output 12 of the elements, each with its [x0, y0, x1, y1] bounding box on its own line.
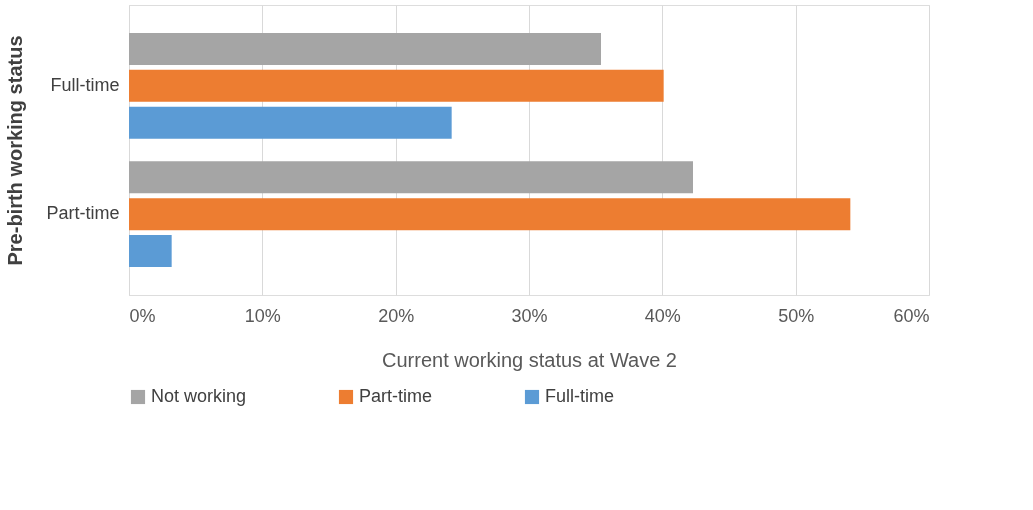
x-tick-label: 40% [644, 305, 681, 326]
x-tick-label: 60% [893, 305, 930, 326]
legend-label: Not working [151, 386, 247, 406]
x-tick-label: 10% [244, 305, 281, 326]
x-tick-label: 20% [378, 305, 415, 326]
x-tick-label: 30% [511, 305, 548, 326]
x-tick-label: 0% [129, 305, 156, 326]
x-axis-title: Current working status at Wave 2 [382, 348, 677, 371]
legend-label: Part-time [359, 386, 433, 406]
x-tick-label: 50% [778, 305, 815, 326]
y-axis-title: Pre-birth working status [4, 35, 27, 266]
legend-label: Full-time [545, 386, 615, 406]
